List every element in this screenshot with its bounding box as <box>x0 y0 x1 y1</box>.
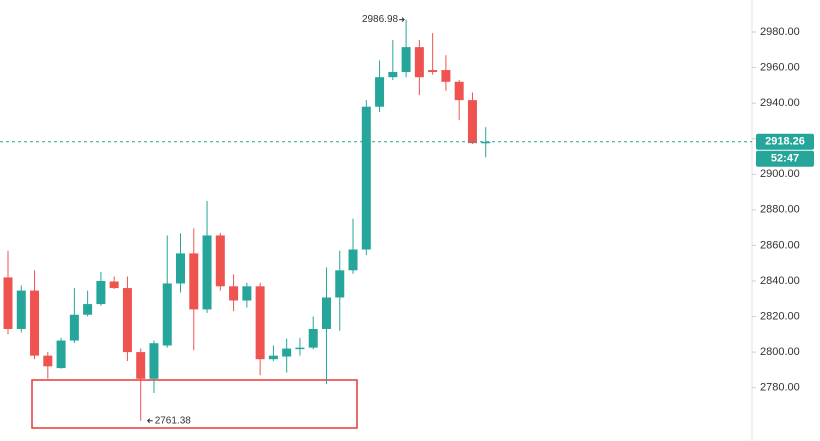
y-tick-label: 2980.00 <box>760 26 800 38</box>
y-tick-label: 2940.00 <box>760 97 800 109</box>
candle-body <box>176 253 186 284</box>
candle-body <box>30 290 40 356</box>
low-arrow <box>146 418 153 424</box>
candle-body <box>428 70 438 73</box>
last-price-box <box>756 133 814 150</box>
candle-body <box>282 348 292 357</box>
candle-body <box>149 343 159 379</box>
candle-body <box>268 355 278 360</box>
candle-body <box>375 77 385 107</box>
candle-body <box>136 352 146 379</box>
countdown-box <box>756 150 814 167</box>
candle-body <box>69 314 79 341</box>
y-tick-label: 2780.00 <box>760 382 800 394</box>
candle-body <box>3 277 13 329</box>
y-tick-label: 2860.00 <box>760 239 800 251</box>
candle-body <box>162 283 172 346</box>
high-annotation: 2986.98 <box>362 14 399 25</box>
candle-body <box>467 100 477 144</box>
candle-body <box>348 249 358 271</box>
candle-body <box>189 253 199 310</box>
candle-body <box>16 290 26 329</box>
candle-body <box>83 304 93 315</box>
last-price-label: 2918.26 <box>765 136 805 148</box>
candle-body <box>255 286 265 360</box>
candle-body <box>295 347 305 350</box>
y-tick-label: 2880.00 <box>760 204 800 216</box>
candle-body <box>454 81 464 101</box>
candle-body <box>202 235 212 310</box>
candle-body <box>441 70 451 82</box>
high-arrow <box>399 17 405 22</box>
candle-body <box>229 286 239 301</box>
candle-body <box>414 47 424 78</box>
candle-body <box>361 106 371 250</box>
y-tick-label: 2960.00 <box>760 61 800 73</box>
candle-body <box>242 286 252 301</box>
candle-body <box>56 340 66 369</box>
y-tick-label: 2820.00 <box>760 310 800 322</box>
candle-body <box>43 355 53 367</box>
candle-body <box>401 47 411 73</box>
low-annotation: 2761.38 <box>155 415 192 426</box>
highlight-box <box>31 379 358 429</box>
candle-body <box>122 288 132 353</box>
candle-body <box>335 270 345 298</box>
candle-body <box>388 72 398 78</box>
countdown-label: 52:47 <box>771 153 799 165</box>
candle-body <box>96 280 106 305</box>
y-tick-label: 2800.00 <box>760 346 800 358</box>
candle-body <box>481 141 491 144</box>
candle-body <box>308 328 318 348</box>
candle-body <box>109 281 119 289</box>
y-tick-label: 2840.00 <box>760 275 800 287</box>
candle-body <box>321 297 331 329</box>
candle-body <box>215 235 225 287</box>
y-tick-label: 2900.00 <box>760 168 800 180</box>
